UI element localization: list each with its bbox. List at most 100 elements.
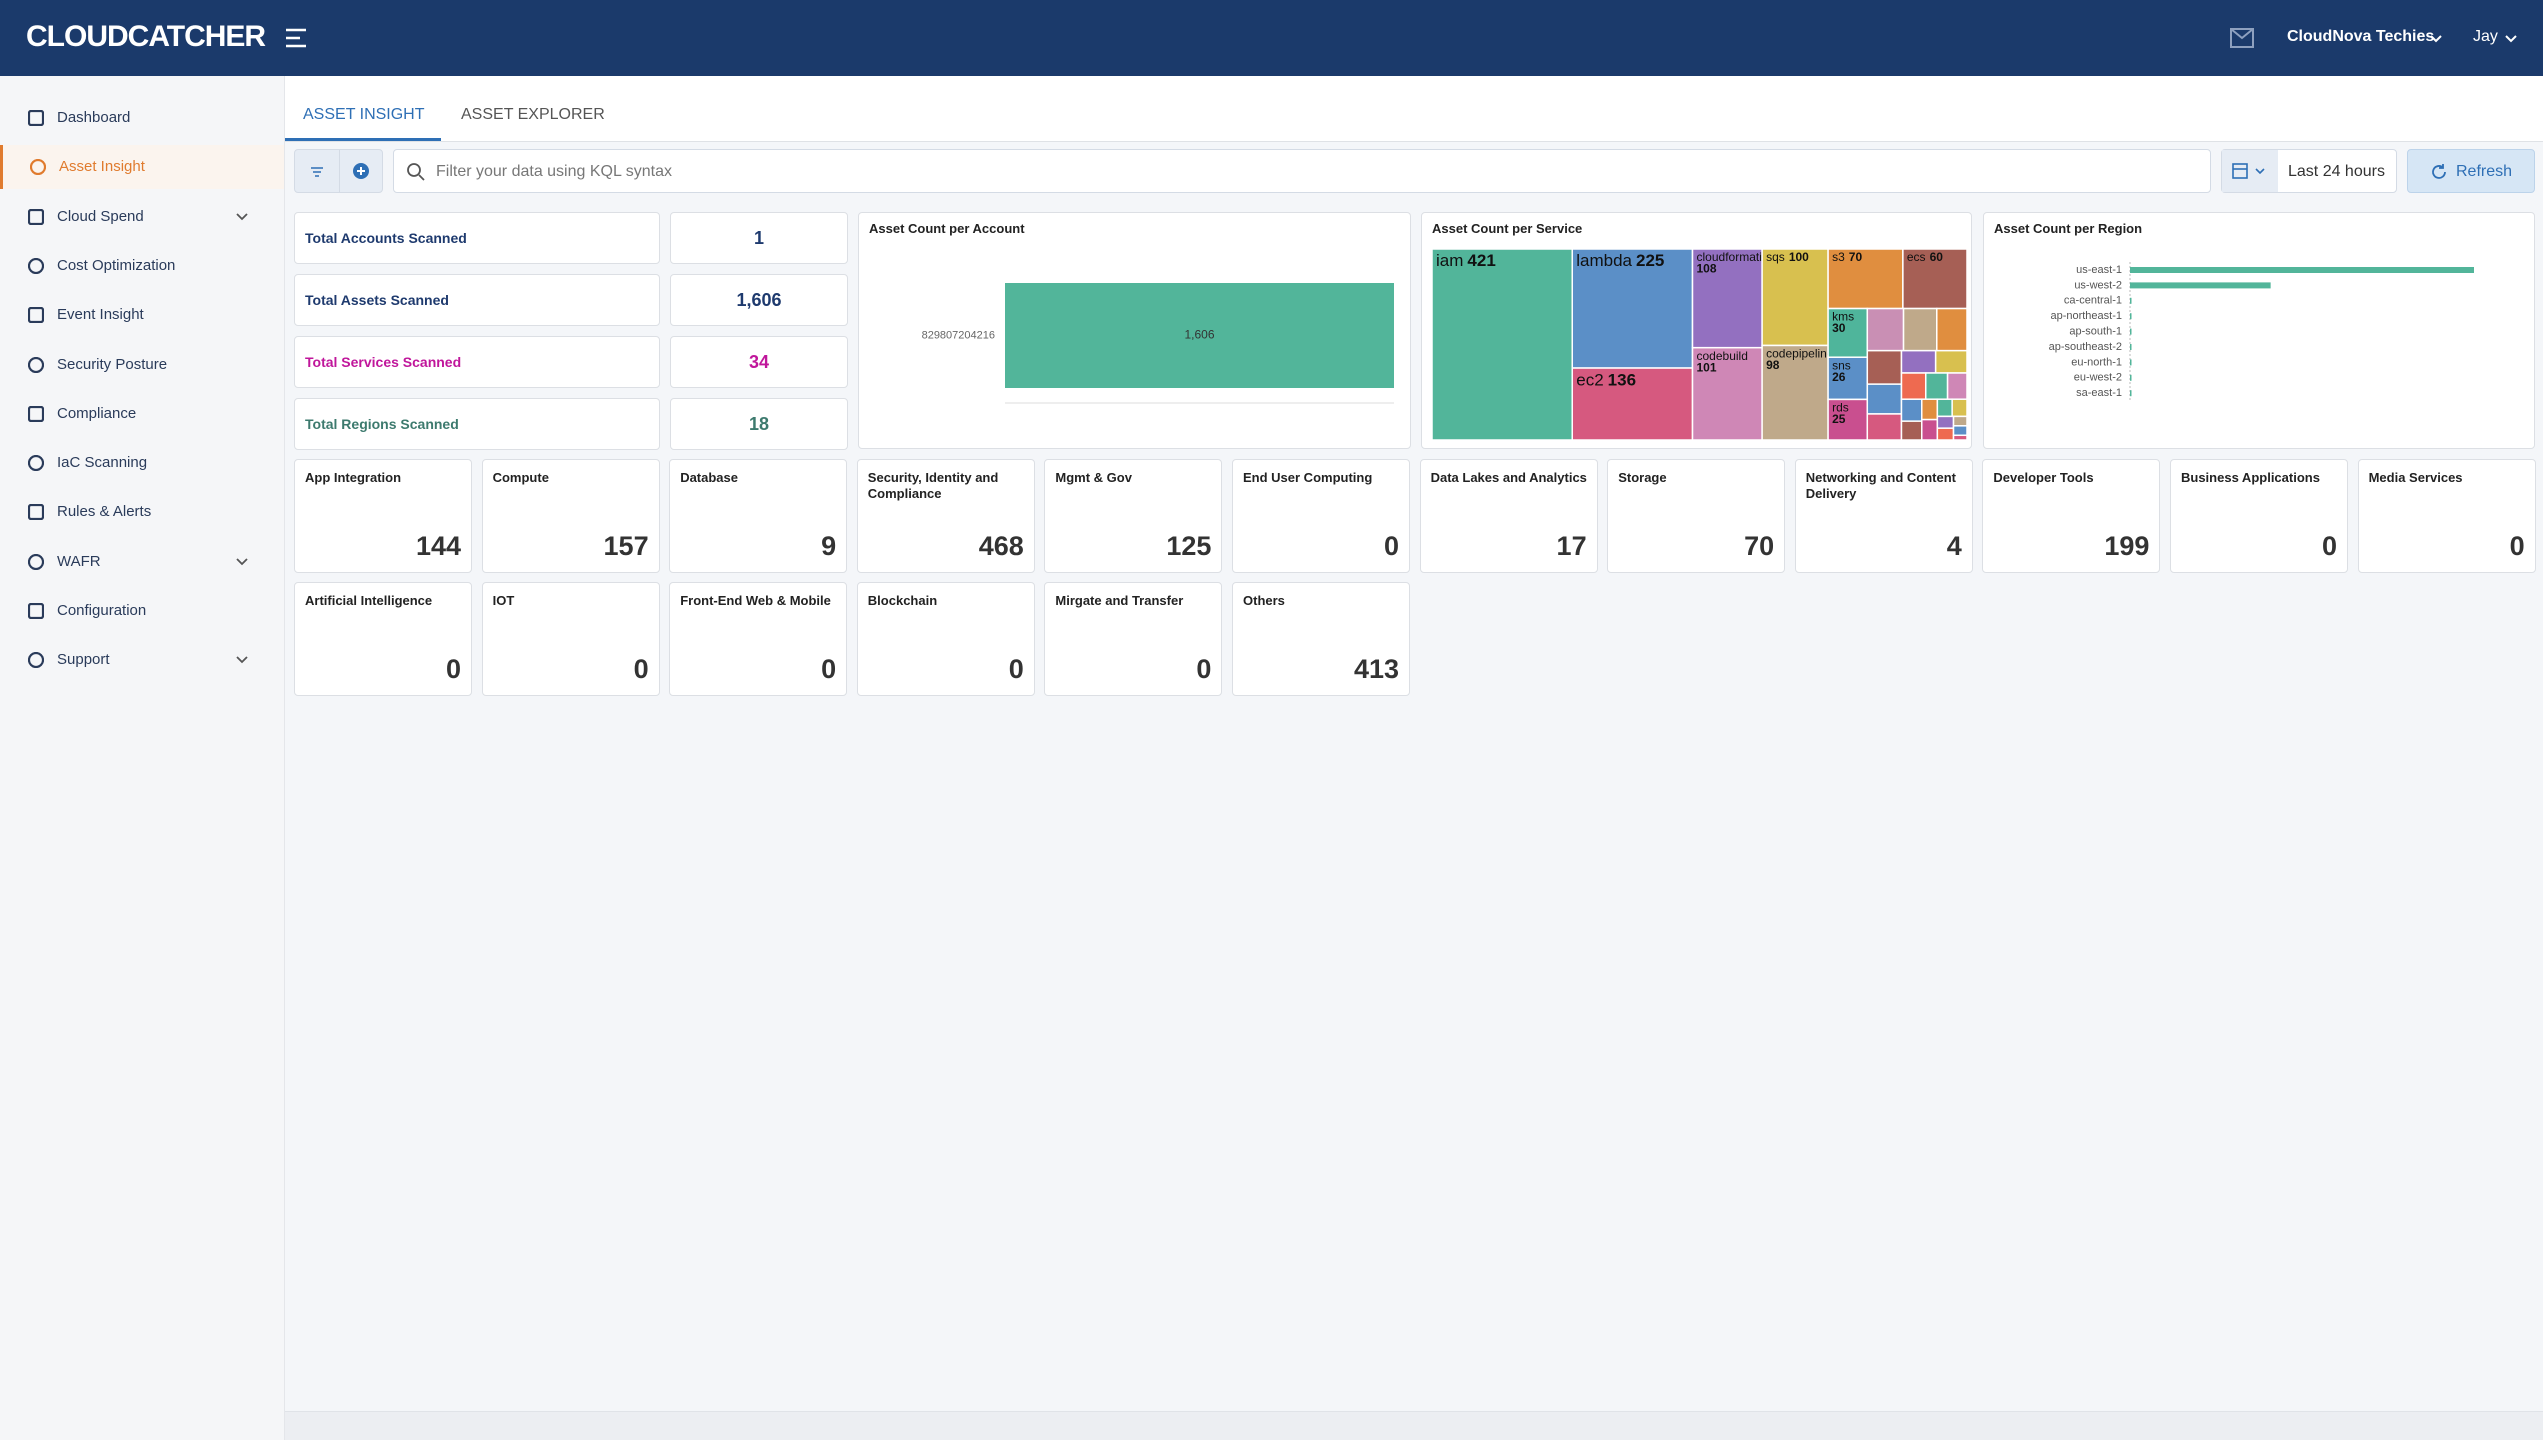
- treemap-cell: [1900, 420, 1923, 441]
- treemap-cell: [1952, 425, 1968, 437]
- cell-value: 421: [1467, 251, 1495, 270]
- category-value: 70: [1744, 531, 1775, 561]
- nav-icon: [28, 208, 44, 225]
- nav-item[interactable]: Dashboard: [0, 96, 284, 140]
- search-placeholder: Filter your data using KQL syntax: [436, 163, 672, 180]
- logo[interactable]: CLOUDCATCHER: [26, 20, 266, 53]
- stat-label: Total Services Scanned: [305, 354, 462, 370]
- nav-item[interactable]: Configuration: [0, 589, 284, 633]
- chevron: [236, 212, 248, 220]
- nav-item[interactable]: Compliance: [0, 392, 284, 436]
- category-card: Developer Tools 199: [1982, 459, 2161, 573]
- menu-toggle[interactable]: [284, 26, 308, 50]
- cell-value: 25: [1832, 412, 1846, 426]
- nav-icon: [28, 257, 44, 274]
- bar: [2130, 313, 2132, 320]
- category-card: Mirgate and Transfer 0: [1044, 582, 1223, 696]
- category-card: Blockchain 0: [856, 582, 1035, 696]
- cell-label: kms: [1832, 310, 1854, 324]
- cell-value: 26: [1832, 370, 1846, 384]
- user-menu[interactable]: Jay: [2473, 28, 2498, 45]
- cell-label: cloudformation: [1697, 250, 1776, 264]
- nav-icon: [28, 603, 44, 619]
- nav-item[interactable]: Asset Insight: [0, 145, 284, 190]
- tab[interactable]: ASSET INSIGHT: [303, 106, 425, 123]
- calendar-icon: [2232, 163, 2265, 179]
- category-value: 0: [1196, 654, 1212, 684]
- category-value: 0: [1008, 654, 1024, 684]
- nav-item[interactable]: IaC Scanning: [0, 441, 284, 485]
- icon-shape: [28, 405, 44, 422]
- chevron-shape: [236, 656, 248, 664]
- nav-item[interactable]: Cost Optimization: [0, 244, 284, 288]
- stat-value: 1,606: [736, 290, 782, 310]
- treemap-cell: [1921, 398, 1939, 421]
- refresh-button[interactable]: Refresh: [2407, 149, 2535, 193]
- nav-item[interactable]: Cloud Spend: [0, 195, 284, 239]
- chart-title: Asset Count per Region: [1994, 221, 2143, 236]
- treemap-cell: [1866, 383, 1903, 415]
- category-card: Database 9: [669, 459, 848, 573]
- icon-shape: [28, 504, 44, 521]
- category-label: Developer Tools: [1993, 470, 2094, 485]
- nav-label: Rules & Alerts: [57, 503, 152, 521]
- treemap-cell: [1691, 346, 1763, 441]
- category-card: Business Applications 0: [2170, 459, 2348, 573]
- icon-shape: [30, 159, 46, 176]
- nav-item[interactable]: Support: [0, 638, 284, 682]
- icon-shape: [28, 257, 44, 274]
- treemap-cell: [1902, 307, 1938, 352]
- category-label: Compute: [492, 470, 549, 485]
- date-picker[interactable]: Last 24 hours: [2221, 149, 2397, 193]
- nav-item[interactable]: Rules & Alerts: [0, 490, 284, 534]
- treemap-cell: [1900, 349, 1937, 374]
- nav-label: Configuration: [57, 602, 147, 619]
- stat-value-card: 1,606: [670, 274, 848, 326]
- search-box[interactable]: Filter your data using KQL syntax: [393, 149, 2211, 193]
- nav-item[interactable]: Event Insight: [0, 293, 284, 337]
- calendar-button[interactable]: [2222, 150, 2278, 192]
- category-card: Storage 70: [1607, 459, 1786, 573]
- category-value: 468: [978, 531, 1024, 561]
- y-tick-label: ap-southeast-2: [2049, 341, 2122, 353]
- treemap-cell: [1691, 248, 1763, 349]
- nav-label: Compliance: [57, 404, 137, 422]
- category-label: Others: [1243, 593, 1285, 608]
- chevron: [236, 558, 248, 565]
- nav-icon: [28, 307, 44, 324]
- bar: [2130, 297, 2132, 304]
- category-card: End User Computing 0: [1232, 459, 1410, 573]
- treemap-cell: [1936, 307, 1968, 352]
- category-label: Media Services: [2368, 470, 2463, 485]
- category-card: Security, Identity and Compliance 468: [856, 459, 1035, 573]
- category-label: End User Computing: [1243, 470, 1373, 485]
- cell-label: lambda: [1576, 251, 1632, 270]
- category-label: App Integration: [305, 470, 402, 485]
- cell-label: ec2: [1576, 370, 1603, 389]
- nav-label: Security Posture: [57, 355, 168, 373]
- nav-label: Asset Insight: [59, 158, 145, 176]
- treemap-cell: [1827, 248, 1904, 310]
- category-value: 0: [633, 654, 649, 684]
- filter-button[interactable]: [309, 164, 325, 180]
- category-label: Networking and Content Delivery: [1805, 470, 1957, 501]
- add-filter-button[interactable]: [351, 161, 371, 181]
- tab[interactable]: ASSET EXPLORER: [461, 106, 605, 123]
- treemap-cell: [1951, 398, 1968, 418]
- nav-label: Dashboard: [57, 109, 131, 126]
- mail-icon[interactable]: [2230, 28, 2254, 48]
- category-value: 125: [1166, 531, 1212, 561]
- stat-value-card: 18: [670, 398, 848, 450]
- bar: [1005, 283, 1394, 388]
- category-card: Media Services 0: [2357, 459, 2536, 573]
- bar: [2130, 344, 2132, 350]
- nav-item[interactable]: Security Posture: [0, 343, 284, 387]
- cell-label: iam: [1436, 251, 1463, 270]
- nav-item[interactable]: WAFR: [0, 540, 284, 584]
- bar: [2130, 267, 2474, 273]
- cell-label: ecs: [1907, 250, 1926, 264]
- org-selector[interactable]: CloudNova Techies: [2287, 28, 2435, 45]
- category-label: Storage: [1618, 470, 1667, 485]
- category-value: 0: [2509, 531, 2525, 561]
- nav-icon: [28, 553, 44, 570]
